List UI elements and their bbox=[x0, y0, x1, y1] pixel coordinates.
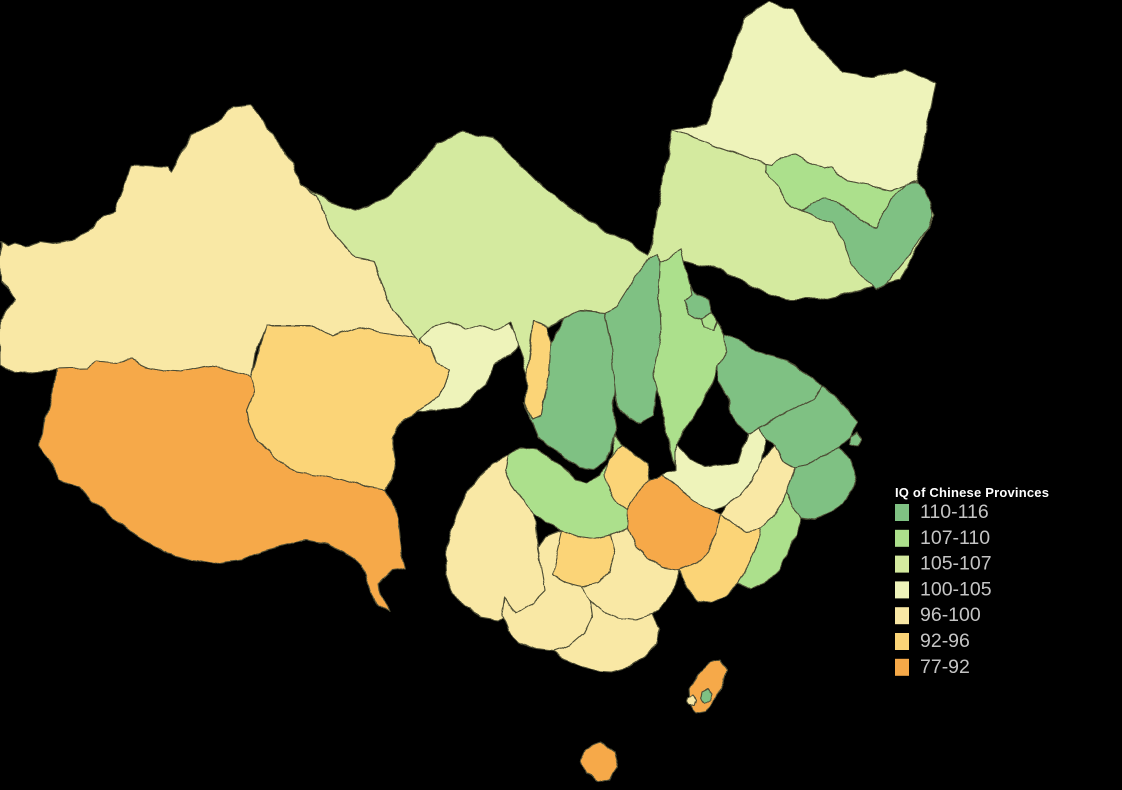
svg-text:107-110: 107-110 bbox=[920, 527, 990, 549]
svg-text:96-100: 96-100 bbox=[920, 604, 981, 626]
svg-text:IQ of Chinese Provinces: IQ of Chinese Provinces bbox=[895, 485, 1049, 500]
svg-text:100-105: 100-105 bbox=[920, 578, 992, 600]
svg-text:110-116: 110-116 bbox=[920, 501, 989, 523]
svg-text:105-107: 105-107 bbox=[920, 553, 992, 575]
svg-text:77-92: 77-92 bbox=[920, 656, 970, 678]
svg-text:92-96: 92-96 bbox=[920, 630, 970, 652]
